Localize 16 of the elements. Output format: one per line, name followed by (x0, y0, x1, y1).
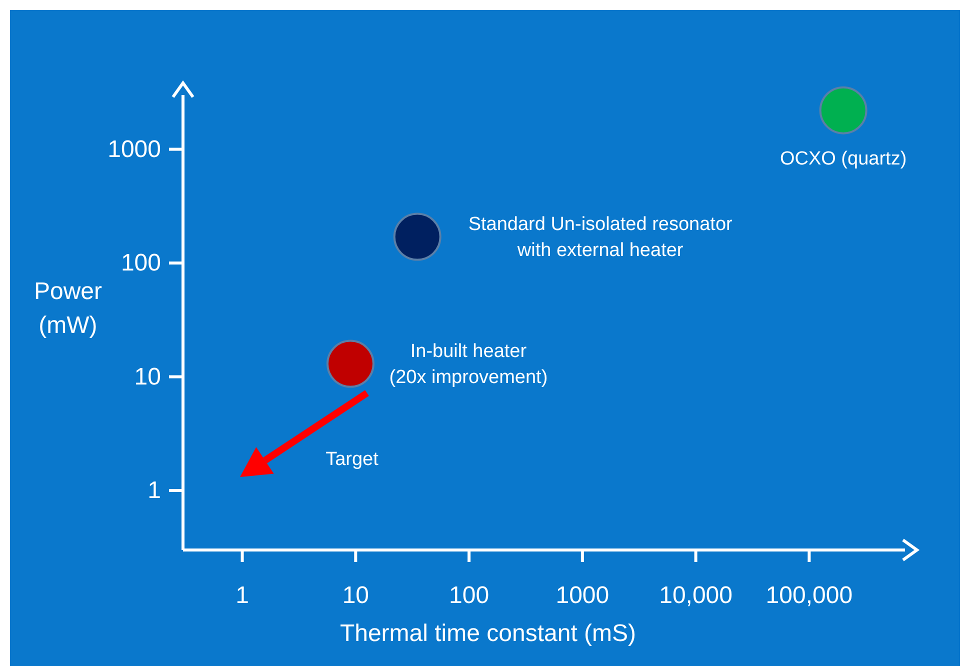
x-tick-label: 10,000 (659, 582, 733, 610)
annotation: Standard Un-isolated resonator with external heater (468, 214, 734, 261)
annotation: Target (326, 449, 380, 470)
x-tick-label: 1 (236, 582, 249, 610)
x-tick-label: 10 (342, 582, 370, 610)
x-tick-label: 100,000 (766, 582, 853, 610)
y-tick-label: 1000 (108, 136, 161, 163)
y-tick-label: 1 (148, 477, 161, 504)
y-tick-label: 10 (134, 363, 161, 390)
annotation: OCXO (quartz) (780, 148, 907, 170)
y-axis-title: Power (mW) (34, 278, 102, 339)
x-tick-label: 100 (449, 582, 490, 610)
y-tick-label: 100 (120, 250, 161, 277)
x-axis-title: Thermal time constant (mS) (340, 620, 636, 647)
annotation: In-built heater (20x improvement) (389, 340, 548, 388)
x-tick-label: 1000 (556, 582, 610, 610)
